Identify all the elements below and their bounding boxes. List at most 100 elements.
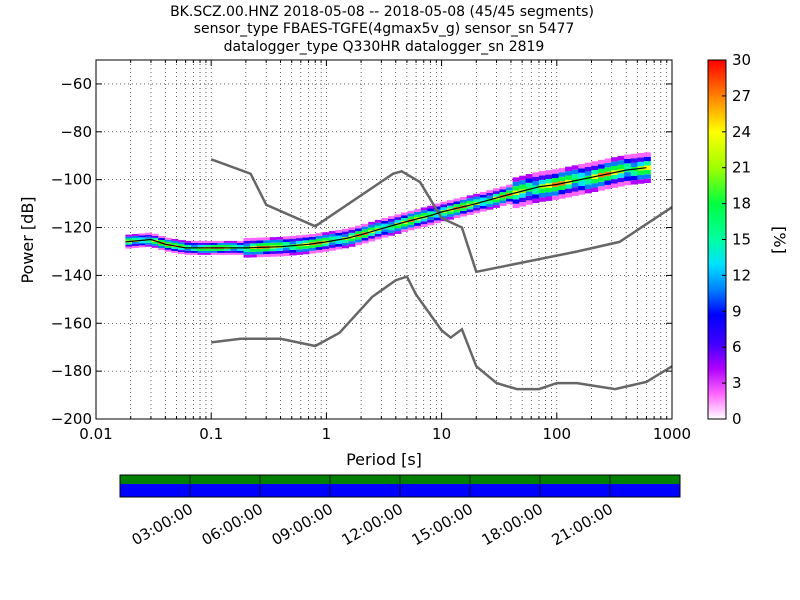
heatmap-cell: [492, 202, 500, 206]
heatmap-cell: [545, 192, 553, 197]
heatmap-cell: [197, 248, 205, 251]
heatmap-cell: [466, 212, 474, 215]
heatmap-cell: [171, 246, 179, 249]
heatmap-cell: [355, 228, 363, 232]
time-tick-label: 06:00:00: [199, 500, 266, 549]
heatmap-cell: [492, 205, 500, 208]
heatmap-cell: [486, 190, 494, 193]
heatmap-cell: [282, 250, 290, 254]
heatmap-cell: [630, 180, 638, 185]
colorbar-tick-label: 12: [732, 266, 751, 284]
heatmap-cell: [637, 157, 645, 162]
heatmap-cell: [525, 178, 533, 183]
heatmap-cell: [420, 213, 428, 216]
heatmap-cell: [519, 202, 527, 207]
heatmap-cell: [374, 225, 382, 229]
heatmap-cell: [328, 245, 336, 248]
heatmap-cell: [427, 208, 435, 212]
heatmap-cell: [571, 169, 579, 175]
heatmap-cell: [230, 244, 238, 247]
heatmap-cell: [401, 215, 409, 219]
heatmap-cell: [145, 240, 153, 243]
heatmap-cell: [591, 170, 599, 175]
heatmap-cell: [138, 243, 146, 246]
heatmap-cell: [545, 187, 553, 193]
heatmap-cell: [210, 250, 218, 253]
heatmap-cell: [532, 176, 540, 182]
heatmap-cell: [335, 241, 343, 244]
heatmap-cell: [151, 235, 159, 238]
heatmap-cell: [473, 204, 481, 208]
heatmap-cell: [387, 216, 395, 219]
heatmap-cell: [506, 190, 514, 194]
heatmap-cell: [466, 200, 474, 204]
time-tick-label: 03:00:00: [129, 500, 196, 549]
heatmap-cell: [525, 174, 533, 179]
heatmap-cell: [276, 253, 284, 257]
y-tick-label: −140: [51, 266, 92, 284]
heatmap-cell: [637, 174, 645, 180]
time-tick-label: 18:00:00: [479, 500, 546, 549]
heatmap-cell: [355, 236, 363, 240]
heatmap-cell: [460, 196, 468, 200]
heatmap-cell: [558, 185, 566, 190]
colorbar-label: [%]: [770, 226, 789, 254]
heatmap-cell: [197, 250, 205, 253]
heatmap-cell: [243, 249, 251, 253]
y-tick-label: −160: [51, 314, 92, 332]
heatmap-cell: [217, 250, 225, 253]
heatmap-cell: [604, 176, 612, 181]
heatmap-cell: [164, 241, 172, 244]
heatmap-cell: [453, 198, 461, 202]
heatmap-cell: [427, 211, 435, 215]
heatmap-cell: [571, 182, 579, 188]
heatmap-cell: [545, 170, 553, 175]
heatmap-cell: [414, 214, 422, 218]
heatmap-cell: [446, 211, 454, 215]
heatmap-cell: [328, 231, 336, 234]
heatmap-cell: [538, 179, 546, 185]
heatmap-cell: [217, 252, 225, 255]
heatmap-cell: [578, 185, 586, 191]
heatmap-cell: [440, 204, 448, 208]
heatmap-cell: [269, 253, 277, 257]
heatmap-cell: [401, 223, 409, 227]
heatmap-cell: [643, 161, 651, 166]
heatmap-cell: [184, 252, 192, 255]
y-tick-label: −120: [51, 219, 92, 237]
heatmap-cell: [420, 207, 428, 211]
heatmap-cell: [217, 248, 225, 251]
heatmap-cell: [538, 175, 546, 180]
heatmap-cell: [217, 244, 225, 247]
heatmap-cell: [466, 195, 474, 199]
heatmap-cell: [552, 191, 559, 196]
heatmap-cell: [335, 246, 343, 250]
heatmap-cell: [466, 198, 474, 201]
heatmap-cell: [204, 242, 212, 245]
heatmap-cell: [460, 208, 468, 211]
heatmap-cell: [177, 248, 185, 251]
heatmap-cell: [368, 224, 376, 228]
heatmap-cell: [223, 240, 231, 243]
heatmap-cell: [276, 242, 284, 246]
heatmap-cell: [479, 197, 487, 201]
heatmap-cell: [348, 230, 356, 233]
heatmap-cell: [125, 242, 133, 245]
heatmap-cell: [604, 158, 612, 163]
heatmap-cell: [204, 244, 212, 247]
x-axis-label: Period [s]: [346, 450, 422, 469]
heatmap-cell: [348, 227, 356, 231]
heatmap-cell: [289, 247, 297, 250]
heatmap-cell: [197, 240, 205, 243]
heatmap-cell: [177, 250, 185, 253]
heatmap-cell: [145, 244, 153, 247]
heatmap-cell: [401, 212, 409, 216]
heatmap-cell: [519, 184, 527, 189]
colorbar-tick-label: 3: [732, 374, 742, 392]
heatmap-cell: [151, 245, 159, 248]
heatmap-cell: [420, 218, 428, 222]
heatmap-cell: [158, 240, 166, 243]
low-noise-model-line: [211, 275, 673, 391]
heatmap-cell: [407, 224, 415, 228]
